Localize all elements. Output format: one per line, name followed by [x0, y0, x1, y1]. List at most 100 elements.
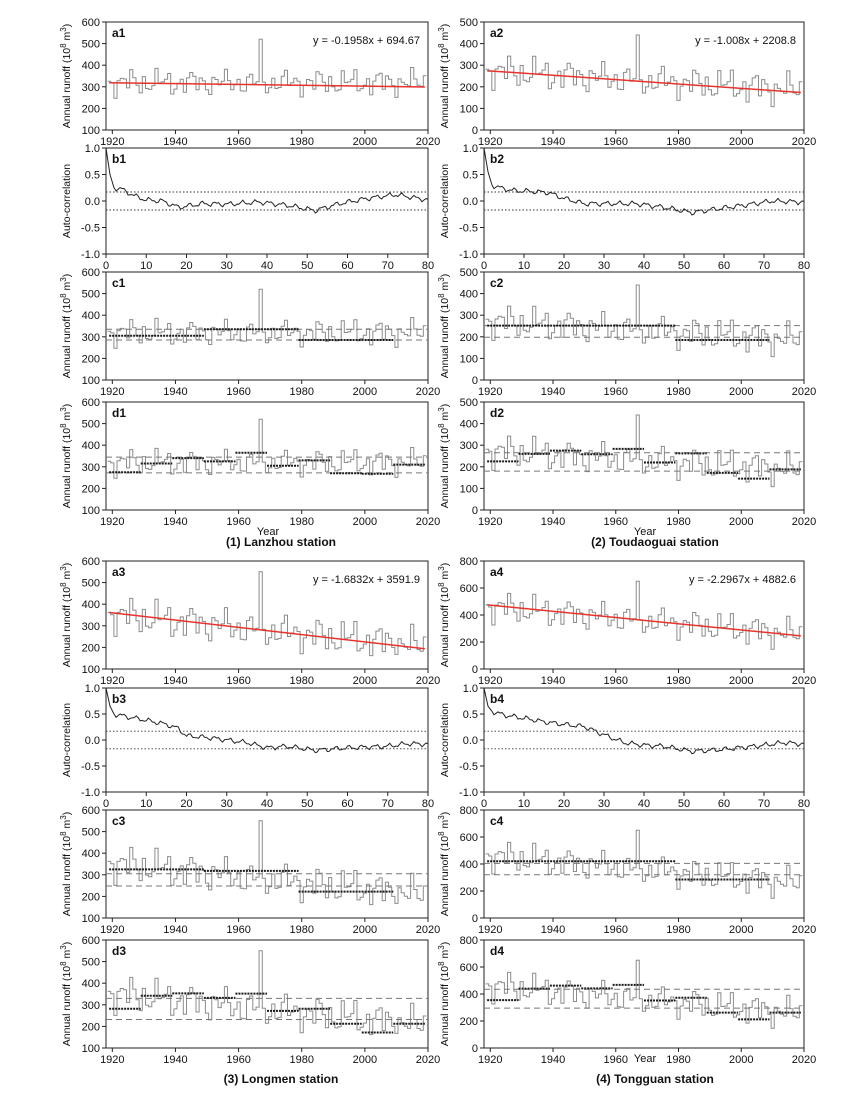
y-axis-title-part: ) — [61, 274, 73, 278]
y-tick-label: 100 — [82, 375, 100, 387]
x-tick-label: 60 — [718, 260, 730, 272]
panel-d4: 0 200 400 600 800 1920 1940 1960 1980 2000 2020 d4 A… — [437, 935, 816, 1066]
y-tick-label: -1.0 — [81, 249, 100, 261]
y-tick-label: 300 — [82, 462, 100, 474]
y-tick-label: 400 — [82, 440, 100, 452]
y-tick-label: 600 — [460, 962, 478, 974]
x-tick-label: 1960 — [226, 136, 250, 148]
x-tick-label: 1960 — [226, 924, 250, 936]
panel-c2: 0 100 200 300 400 500 1920 1940 1960 1980 2000 2020… — [437, 267, 816, 398]
y-axis-title-part: ) — [61, 563, 73, 567]
x-axis-title-year-1: Year — [257, 526, 280, 538]
panel-label: a1 — [112, 26, 126, 40]
x-tick-label: 50 — [678, 260, 690, 272]
y-tick-label: 200 — [460, 462, 478, 474]
y-axis-title-part: m — [61, 31, 73, 43]
x-axis-title-year-2: Year — [634, 526, 657, 538]
x-tick-label: 1940 — [163, 924, 187, 936]
panel-b1: -1.0 -0.5 0.0 0.5 1.0 0 10 20 30 40 50 60 70 80 b1 Auto… — [61, 143, 434, 272]
y-tick-label: 600 — [82, 935, 100, 947]
x-tick-label: 30 — [221, 260, 233, 272]
x-tick-label: 1920 — [478, 516, 502, 528]
y-axis-title-part: Annual runoff (10 — [61, 48, 73, 129]
y-axis-title-part: m — [439, 411, 451, 423]
runoff-series — [107, 38, 427, 99]
y-axis-title-part: 8 — [437, 43, 446, 48]
y-axis-title: Auto-correlation — [439, 703, 451, 777]
y-axis-title-part: ) — [61, 942, 73, 946]
y-axis-title-part: 3 — [437, 945, 446, 950]
x-tick-label: 2020 — [792, 1054, 816, 1066]
runoff-series — [485, 959, 803, 1029]
y-axis-title-part: m — [61, 411, 73, 423]
x-tick-label: 2000 — [729, 386, 753, 398]
y-tick-label: -1.0 — [459, 249, 478, 261]
trend-equation: y = -1.008x + 2208.8 — [695, 35, 796, 47]
trend-line — [109, 611, 425, 650]
y-tick-label: 200 — [460, 332, 478, 344]
x-tick-label: 80 — [422, 260, 434, 272]
y-axis-title: Auto-correlation — [439, 164, 451, 238]
x-tick-label: 40 — [261, 798, 273, 810]
y-axis-title-part: m — [439, 281, 451, 293]
runoff-series — [107, 288, 427, 349]
y-axis-title: Annual runoff (108 m3) — [59, 563, 73, 667]
plot-frame — [105, 21, 429, 131]
x-tick-label: 1920 — [478, 136, 502, 148]
x-tick-label: 1940 — [541, 924, 565, 936]
panel-d1: 100 200 300 400 500 600 1920 1940 1960 1980 2000 20… — [59, 397, 440, 528]
x-tick-label: 10 — [518, 798, 530, 810]
y-tick-label: 200 — [82, 1021, 100, 1033]
y-axis-title-part: Annual runoff (10 — [61, 836, 73, 917]
x-tick-label: 1980 — [289, 924, 313, 936]
y-tick-label: 0.5 — [463, 170, 478, 182]
x-tick-label: 1980 — [289, 516, 313, 528]
runoff-series — [485, 580, 803, 650]
panel-label: a4 — [490, 565, 504, 579]
y-axis-title-part: ) — [439, 563, 451, 567]
panel-label: d3 — [112, 944, 126, 958]
x-tick-label: 20 — [180, 798, 192, 810]
y-axis-title-part: 8 — [59, 831, 68, 836]
y-axis-title-part: ) — [439, 812, 451, 816]
caption-lanzhou: (1) Lanzhou station — [226, 535, 336, 549]
y-axis-title: Annual runoff (108 m3) — [437, 274, 451, 378]
caption-longmen: (3) Longmen station — [224, 1072, 339, 1086]
panel-label: b2 — [490, 152, 504, 166]
x-tick-label: 1960 — [226, 516, 250, 528]
y-tick-label: 300 — [82, 870, 100, 882]
y-tick-label: 1.0 — [463, 143, 478, 155]
x-tick-label: 2000 — [729, 516, 753, 528]
x-tick-label: 2000 — [353, 924, 377, 936]
y-tick-label: 0.0 — [463, 735, 478, 747]
runoff-series — [107, 820, 427, 906]
y-tick-label: 100 — [82, 125, 100, 137]
y-tick-label: 600 — [82, 397, 100, 409]
y-tick-label: 300 — [82, 332, 100, 344]
plot-frame — [105, 687, 429, 793]
x-tick-label: 1940 — [163, 1054, 187, 1066]
panel-label: c4 — [490, 814, 504, 828]
panel-label: d1 — [112, 406, 126, 420]
x-tick-label: 1960 — [226, 386, 250, 398]
y-tick-label: 200 — [82, 103, 100, 115]
x-tick-label: 1960 — [226, 1054, 250, 1066]
x-tick-label: 1980 — [289, 136, 313, 148]
y-axis-title-part: m — [439, 949, 451, 961]
panel-d2: 0 100 200 300 400 500 1920 1940 1960 1980 2000 2020… — [437, 397, 816, 528]
y-axis-title-part: ) — [439, 404, 451, 408]
y-tick-label: 200 — [460, 82, 478, 94]
x-tick-label: 1960 — [604, 1054, 628, 1066]
y-axis-title-part: 3 — [59, 27, 68, 32]
y-tick-label: 500 — [82, 957, 100, 969]
x-tick-label: 30 — [598, 798, 610, 810]
y-axis-title-part: Annual runoff (10 — [439, 298, 451, 379]
y-tick-label: 200 — [460, 886, 478, 898]
y-tick-label: 400 — [460, 610, 478, 622]
y-tick-label: 400 — [460, 419, 478, 431]
caption-toudaoguai: (2) Toudaoguai station — [591, 535, 719, 549]
x-tick-label: 20 — [180, 260, 192, 272]
y-axis-title-part: 8 — [437, 293, 446, 298]
x-tick-label: 2020 — [792, 136, 816, 148]
x-tick-label: 1940 — [541, 386, 565, 398]
